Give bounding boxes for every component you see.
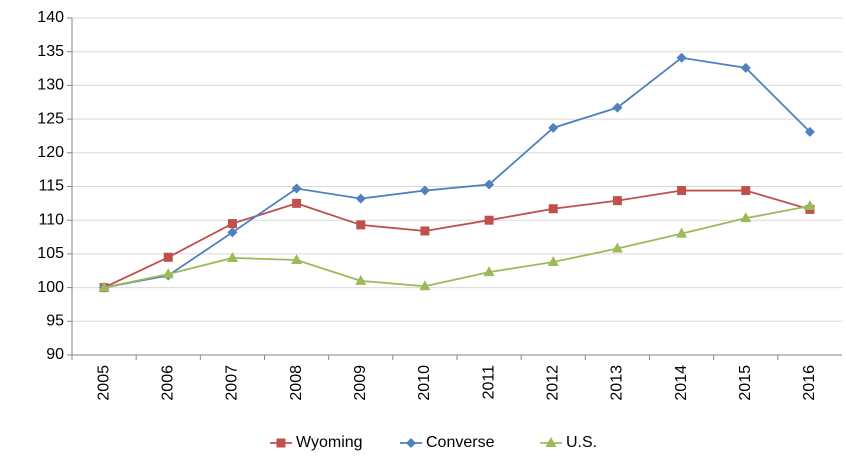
y-tick-label: 130	[37, 77, 64, 94]
marker	[355, 274, 367, 285]
legend-label: Wyoming	[296, 434, 363, 451]
marker	[547, 255, 559, 266]
marker	[276, 438, 286, 448]
marker	[356, 220, 366, 230]
legend-item: Converse	[400, 434, 495, 451]
series-line	[103, 56, 811, 289]
x-tick-label: 2012	[544, 365, 561, 401]
marker	[291, 183, 302, 194]
y-tick-label: 120	[37, 144, 64, 161]
y-tick-label: 125	[37, 110, 64, 127]
marker	[162, 268, 174, 279]
y-tick-label: 135	[37, 43, 64, 60]
x-tick-label: 2013	[609, 365, 626, 401]
x-tick-label: 2015	[737, 365, 754, 401]
marker	[484, 179, 495, 190]
marker	[355, 193, 366, 204]
series-line	[103, 189, 811, 289]
marker	[292, 198, 302, 208]
y-tick-label: 95	[46, 313, 64, 330]
legend-item: U.S.	[540, 434, 597, 451]
marker	[420, 226, 430, 236]
y-tick-label: 115	[38, 178, 64, 195]
marker	[741, 186, 751, 196]
marker	[612, 102, 623, 113]
marker	[548, 122, 559, 133]
marker	[804, 200, 816, 211]
series-line	[103, 205, 811, 289]
y-tick-label: 105	[37, 245, 64, 262]
marker	[611, 242, 623, 253]
y-tick-label: 100	[37, 279, 64, 296]
legend-item: Wyoming	[270, 434, 363, 451]
y-tick-label: 90	[46, 346, 64, 363]
x-tick-label: 2010	[416, 365, 433, 401]
marker	[612, 196, 622, 206]
marker	[163, 252, 173, 262]
x-tick-label: 2014	[673, 365, 690, 401]
marker	[226, 251, 238, 262]
x-tick-label: 2007	[224, 365, 241, 401]
x-tick-label: 2016	[801, 365, 818, 401]
marker	[483, 266, 495, 277]
marker	[419, 185, 430, 196]
marker	[419, 280, 431, 291]
marker	[545, 437, 557, 447]
marker	[740, 62, 751, 73]
marker	[227, 227, 238, 238]
marker	[740, 212, 752, 223]
x-tick-label: 2011	[480, 365, 497, 400]
legend-label: Converse	[426, 434, 495, 451]
marker	[291, 253, 303, 264]
marker	[406, 438, 416, 448]
marker	[804, 126, 815, 137]
y-tick-label: 140	[37, 9, 64, 26]
x-tick-label: 2006	[159, 365, 176, 401]
marker	[98, 281, 110, 292]
marker	[677, 186, 687, 196]
x-tick-label: 2005	[95, 365, 112, 401]
marker	[676, 227, 688, 238]
y-tick-label: 110	[38, 211, 64, 228]
marker	[548, 204, 558, 214]
x-tick-label: 2008	[288, 365, 305, 401]
x-tick-label: 2009	[352, 365, 369, 401]
marker	[484, 215, 494, 225]
marker	[676, 52, 687, 63]
legend-label: U.S.	[566, 434, 597, 451]
marker	[227, 219, 237, 229]
